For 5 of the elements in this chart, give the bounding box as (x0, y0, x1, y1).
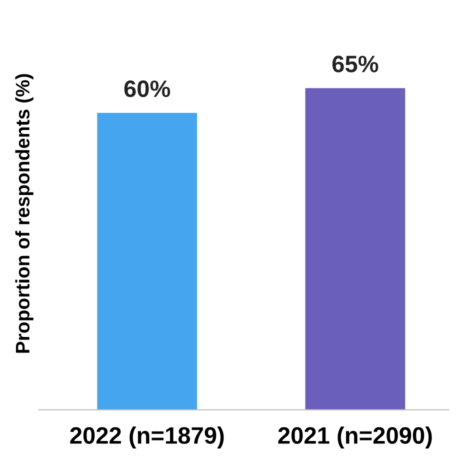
data-label: 65% (332, 56, 378, 72)
x-tick-label: 2021 (n=2090) (278, 426, 432, 449)
data-label: 60% (124, 80, 170, 98)
x-tick-label: 2022 (n=1879) (70, 426, 224, 449)
y-axis-title: Proportion of respondents (%) (15, 74, 34, 353)
